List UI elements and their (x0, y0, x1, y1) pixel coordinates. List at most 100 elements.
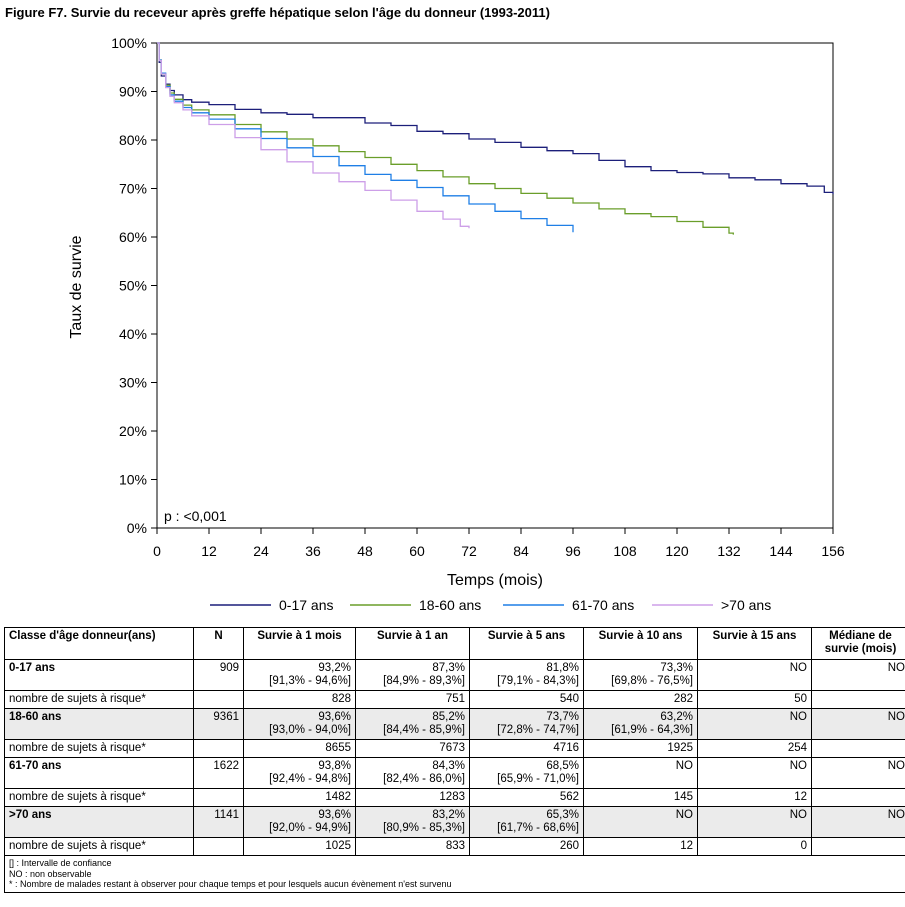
n-cell: 1622 (193, 757, 244, 789)
y-tick-label: 70% (119, 181, 147, 197)
median-cell: NO (811, 659, 905, 691)
at-risk-n-cell (193, 690, 244, 709)
chart-legend: 0-17 ans 18-60 ans 61-70 ans >70 ans (210, 597, 771, 613)
at-risk-median-cell (811, 739, 905, 758)
legend-label-2: 18-60 ans (419, 597, 481, 613)
at-risk-count: 0 (697, 837, 812, 856)
x-tick-label: 60 (409, 543, 425, 559)
at-risk-count: 1283 (355, 788, 470, 807)
age-class-label: 0-17 ans (4, 659, 194, 691)
at-risk-count: 282 (583, 690, 698, 709)
survival-cell: 81,8% [79,1% - 84,3%] (469, 659, 584, 691)
at-risk-count: 751 (355, 690, 470, 709)
at-risk-count: 1925 (583, 739, 698, 758)
table-row-at-risk: nombre de sujets à risque* 1482 1283 562 145… (4, 788, 905, 807)
survival-cell: 73,3% [69,8% - 76,5%] (583, 659, 698, 691)
x-tick-label: 132 (717, 543, 741, 559)
note-line: [] : Intervalle de confiance (9, 858, 112, 868)
survival-chart: 0% 10% 20% 30% 40% 50% 60% 70% 80% 90% 100% 0 12 24 3… (68, 35, 845, 613)
y-tick-label: 10% (119, 472, 147, 488)
at-risk-count: 12 (583, 837, 698, 856)
at-risk-count: 12 (697, 788, 812, 807)
age-class-label: 61-70 ans (4, 757, 194, 789)
y-tick-label: 90% (119, 84, 147, 100)
y-tick-label: 50% (119, 278, 147, 294)
x-tick-label: 72 (461, 543, 477, 559)
x-tick-label: 48 (357, 543, 373, 559)
x-tick-label: 108 (613, 543, 637, 559)
x-tick-label: 36 (305, 543, 321, 559)
at-risk-n-cell (193, 739, 244, 758)
x-axis-title: Temps (mois) (447, 572, 543, 589)
median-cell: NO (811, 708, 905, 740)
x-tick-label: 96 (565, 543, 581, 559)
header-survival-10-years: Survie à 10 ans (583, 627, 698, 660)
survival-cell: 93,6% [92,0% - 94,9%] (243, 806, 356, 838)
n-cell: 909 (193, 659, 244, 691)
survival-cell: NO (697, 806, 812, 838)
x-tick-label: 0 (153, 543, 161, 559)
y-tick-label: 0% (127, 520, 147, 536)
survival-cell: NO (583, 757, 698, 789)
at-risk-count: 254 (697, 739, 812, 758)
table-row-group: 18-60 ans 9361 93,6% [93,0% - 94,0%] 85,2% [8… (4, 708, 905, 740)
survival-cell: 84,3% [82,4% - 86,0%] (355, 757, 470, 789)
y-tick-label: 60% (119, 229, 147, 245)
table-notes-row: [] : Intervalle de confiance NO : non obs… (4, 855, 905, 893)
series-line-4 (157, 42, 470, 229)
survival-cell: NO (697, 708, 812, 740)
at-risk-count: 8655 (243, 739, 356, 758)
at-risk-count: 833 (355, 837, 470, 856)
survival-cell: 65,3% [61,7% - 68,6%] (469, 806, 584, 838)
y-tick-label: 100% (111, 35, 147, 51)
survival-cell: 87,3% [84,9% - 89,3%] (355, 659, 470, 691)
legend-label-4: >70 ans (721, 597, 771, 613)
age-class-label: >70 ans (4, 806, 194, 838)
x-tick-label: 24 (253, 543, 269, 559)
note-line: * : Nombre de malades restant à observer… (9, 879, 452, 889)
at-risk-count: 145 (583, 788, 698, 807)
at-risk-count: 50 (697, 690, 812, 709)
at-risk-median-cell (811, 690, 905, 709)
legend-label-1: 0-17 ans (279, 597, 333, 613)
header-median-survival: Médiane de survie (mois) (811, 627, 905, 660)
header-survival-1-month: Survie à 1 mois (243, 627, 356, 660)
at-risk-label: nombre de sujets à risque* (4, 690, 194, 709)
table-row-at-risk: nombre de sujets à risque* 1025 833 260 12 0 (4, 837, 905, 856)
y-tick-label: 80% (119, 132, 147, 148)
survival-cell: 63,2% [61,9% - 64,3%] (583, 708, 698, 740)
at-risk-n-cell (193, 788, 244, 807)
x-tick-label: 120 (665, 543, 689, 559)
x-tick-label: 144 (769, 543, 793, 559)
at-risk-count: 260 (469, 837, 584, 856)
median-cell: NO (811, 757, 905, 789)
survival-cell: 83,2% [80,9% - 85,3%] (355, 806, 470, 838)
series-line-3 (157, 42, 574, 233)
survival-cell: 73,7% [72,8% - 74,7%] (469, 708, 584, 740)
survival-cell: 85,2% [84,4% - 85,9%] (355, 708, 470, 740)
header-survival-15-years: Survie à 15 ans (697, 627, 812, 660)
at-risk-median-cell (811, 788, 905, 807)
at-risk-n-cell (193, 837, 244, 856)
survival-cell: NO (697, 757, 812, 789)
survival-cell: 93,6% [93,0% - 94,0%] (243, 708, 356, 740)
header-survival-1-year: Survie à 1 an (355, 627, 470, 660)
p-value-label: p : <0,001 (164, 508, 227, 524)
header-n: N (193, 627, 244, 660)
at-risk-count: 1482 (243, 788, 356, 807)
x-tick-label: 156 (821, 543, 845, 559)
series-line-1 (157, 42, 834, 195)
at-risk-count: 562 (469, 788, 584, 807)
at-risk-label: nombre de sujets à risque* (4, 788, 194, 807)
table-row-group: >70 ans 1141 93,6% [92,0% - 94,9%] 83,2% [80,… (4, 806, 905, 838)
survival-cell: 68,5% [65,9% - 71,0%] (469, 757, 584, 789)
table-row-at-risk: nombre de sujets à risque* 8655 7673 4716 19… (4, 739, 905, 758)
n-cell: 9361 (193, 708, 244, 740)
at-risk-count: 540 (469, 690, 584, 709)
y-tick-label: 40% (119, 326, 147, 342)
survival-cell: NO (697, 659, 812, 691)
survival-cell: 93,8% [92,4% - 94,8%] (243, 757, 356, 789)
table-row-at-risk: nombre de sujets à risque* 828 751 540 282 50 (4, 690, 905, 709)
header-age-class: Classe d'âge donneur(ans) (4, 627, 194, 660)
header-survival-5-years: Survie à 5 ans (469, 627, 584, 660)
